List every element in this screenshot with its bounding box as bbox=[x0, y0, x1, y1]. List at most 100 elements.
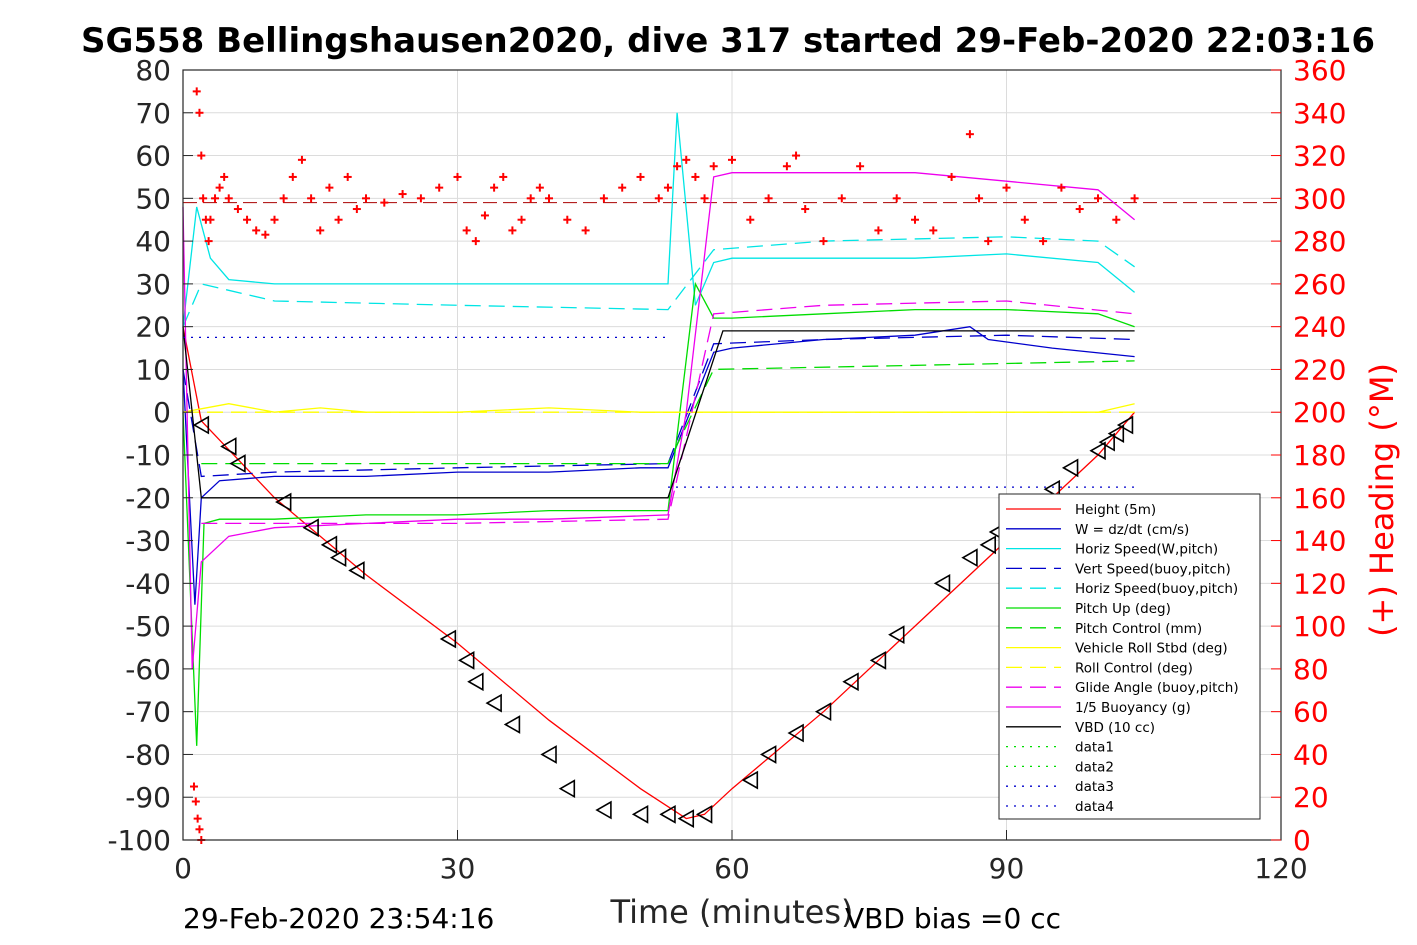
legend-label: Vert Speed(buoy,pitch) bbox=[1075, 561, 1231, 577]
heading-point bbox=[654, 194, 663, 203]
heading-point bbox=[535, 183, 544, 192]
y-right-tick-label: 120 bbox=[1293, 567, 1346, 600]
y-tick-label: -20 bbox=[125, 482, 171, 515]
series-line-3 bbox=[182, 334, 1135, 478]
legend-label: Vehicle Roll Stbd (deg) bbox=[1075, 641, 1228, 657]
y-tick-label: 30 bbox=[135, 268, 171, 301]
triangle-marker bbox=[485, 693, 502, 713]
legend-label: data4 bbox=[1075, 799, 1114, 815]
heading-point bbox=[984, 237, 993, 246]
legend: Height (5m) W = dz/dt (cm/s) Horiz Speed(W… bbox=[998, 493, 1261, 820]
heading-point bbox=[199, 194, 208, 203]
legend-label: Glide Angle (buoy,pitch) bbox=[1075, 680, 1239, 696]
y-right-tick-label: 180 bbox=[1293, 439, 1346, 472]
triangle-marker bbox=[1089, 441, 1106, 461]
footer-vbd-bias: VBD bias =0 cc bbox=[845, 902, 1061, 935]
chart-title: SG558 Bellingshausen2020, dive 317 start… bbox=[81, 21, 1375, 61]
legend-label: data1 bbox=[1075, 740, 1114, 756]
triangle-marker bbox=[467, 672, 484, 692]
heading-point bbox=[911, 215, 919, 224]
series-line-6 bbox=[201, 360, 1135, 465]
legend-label: Horiz Speed(W,pitch) bbox=[1075, 542, 1218, 558]
legend-label: 1/5 Buoyancy (g) bbox=[1075, 700, 1191, 716]
y-right-tick-label: 80 bbox=[1293, 653, 1329, 686]
y-right-tick-label: 0 bbox=[1293, 824, 1311, 857]
heading-point bbox=[1020, 215, 1029, 224]
heading-point bbox=[279, 194, 288, 203]
legend-label: Height (5m) bbox=[1075, 502, 1156, 518]
y-tick-label: -60 bbox=[125, 653, 171, 686]
y-right-tick-label: 60 bbox=[1293, 696, 1329, 729]
triangle-marker bbox=[961, 548, 978, 568]
triangle-marker bbox=[503, 715, 521, 734]
heading-point bbox=[673, 162, 682, 171]
y-tick-label: 10 bbox=[135, 353, 171, 386]
heading-point bbox=[947, 172, 956, 181]
heading-point bbox=[343, 172, 352, 181]
x-tick-label: 0 bbox=[174, 852, 192, 885]
legend-label: Pitch Up (deg) bbox=[1075, 601, 1171, 617]
triangle-marker bbox=[329, 548, 347, 568]
heading-point bbox=[929, 226, 938, 235]
heading-point bbox=[261, 230, 270, 239]
triangle-marker bbox=[814, 702, 832, 722]
triangle-marker bbox=[631, 804, 649, 824]
heading-point bbox=[191, 797, 200, 806]
series-line-2 bbox=[182, 112, 1136, 327]
triangle-marker bbox=[1107, 424, 1125, 443]
y-tick-label: 60 bbox=[135, 140, 171, 173]
y-right-tick-label: 240 bbox=[1293, 311, 1346, 344]
heading-point bbox=[965, 130, 974, 139]
y-tick-label: 0 bbox=[153, 396, 171, 429]
heading-point bbox=[195, 825, 204, 834]
heading-point bbox=[462, 226, 471, 235]
heading-point bbox=[563, 215, 572, 224]
legend-label: W = dz/dt (cm/s) bbox=[1075, 522, 1189, 538]
triangle-marker bbox=[348, 561, 365, 580]
triangle-marker bbox=[1116, 415, 1134, 435]
heading-point bbox=[856, 162, 865, 171]
series-line-4 bbox=[182, 236, 1135, 327]
heading-point bbox=[215, 183, 224, 192]
heading-point bbox=[700, 194, 709, 203]
y-tick-label: 80 bbox=[135, 54, 171, 87]
heading-point bbox=[307, 194, 316, 203]
heading-point bbox=[325, 183, 334, 192]
heading-point bbox=[197, 151, 206, 160]
heading-point bbox=[1002, 183, 1011, 192]
heading-point bbox=[636, 172, 645, 181]
y-tick-label: -90 bbox=[125, 781, 171, 814]
y-ticks-right: 3603403203002802602402202001801601401201… bbox=[1271, 54, 1346, 857]
heading-point bbox=[508, 226, 517, 235]
legend-label: Pitch Control (mm) bbox=[1075, 621, 1202, 637]
heading-point bbox=[1075, 205, 1084, 214]
triangle-marker bbox=[759, 745, 777, 764]
heading-point bbox=[663, 183, 672, 192]
triangle-marker bbox=[275, 492, 292, 512]
heading-point bbox=[480, 211, 489, 220]
heading-point bbox=[471, 237, 480, 246]
heading-point bbox=[224, 194, 233, 203]
heading-point bbox=[243, 215, 252, 224]
heading-point bbox=[517, 215, 526, 224]
triangle-marker bbox=[695, 804, 713, 824]
heading-point bbox=[211, 194, 220, 203]
triangle-marker bbox=[229, 454, 246, 473]
heading-point bbox=[334, 215, 343, 224]
y-right-tick-label: 320 bbox=[1293, 140, 1346, 173]
triangle-marker bbox=[320, 535, 338, 555]
triangle-marker bbox=[741, 770, 759, 790]
y-right-tick-label: 160 bbox=[1293, 482, 1346, 515]
x-axis-label: Time (minutes) bbox=[610, 893, 854, 931]
legend-label: Roll Control (deg) bbox=[1075, 660, 1193, 676]
triangle-marker bbox=[302, 518, 319, 538]
heading-point bbox=[380, 198, 389, 207]
y-tick-label: -100 bbox=[107, 824, 171, 857]
right-y-axis-label: (+) Heading (°M) bbox=[1363, 363, 1401, 637]
triangle-marker bbox=[659, 804, 676, 824]
y-right-tick-label: 100 bbox=[1293, 610, 1346, 643]
heading-point bbox=[709, 162, 718, 171]
heading-point bbox=[975, 194, 984, 203]
heading-point bbox=[220, 172, 229, 181]
